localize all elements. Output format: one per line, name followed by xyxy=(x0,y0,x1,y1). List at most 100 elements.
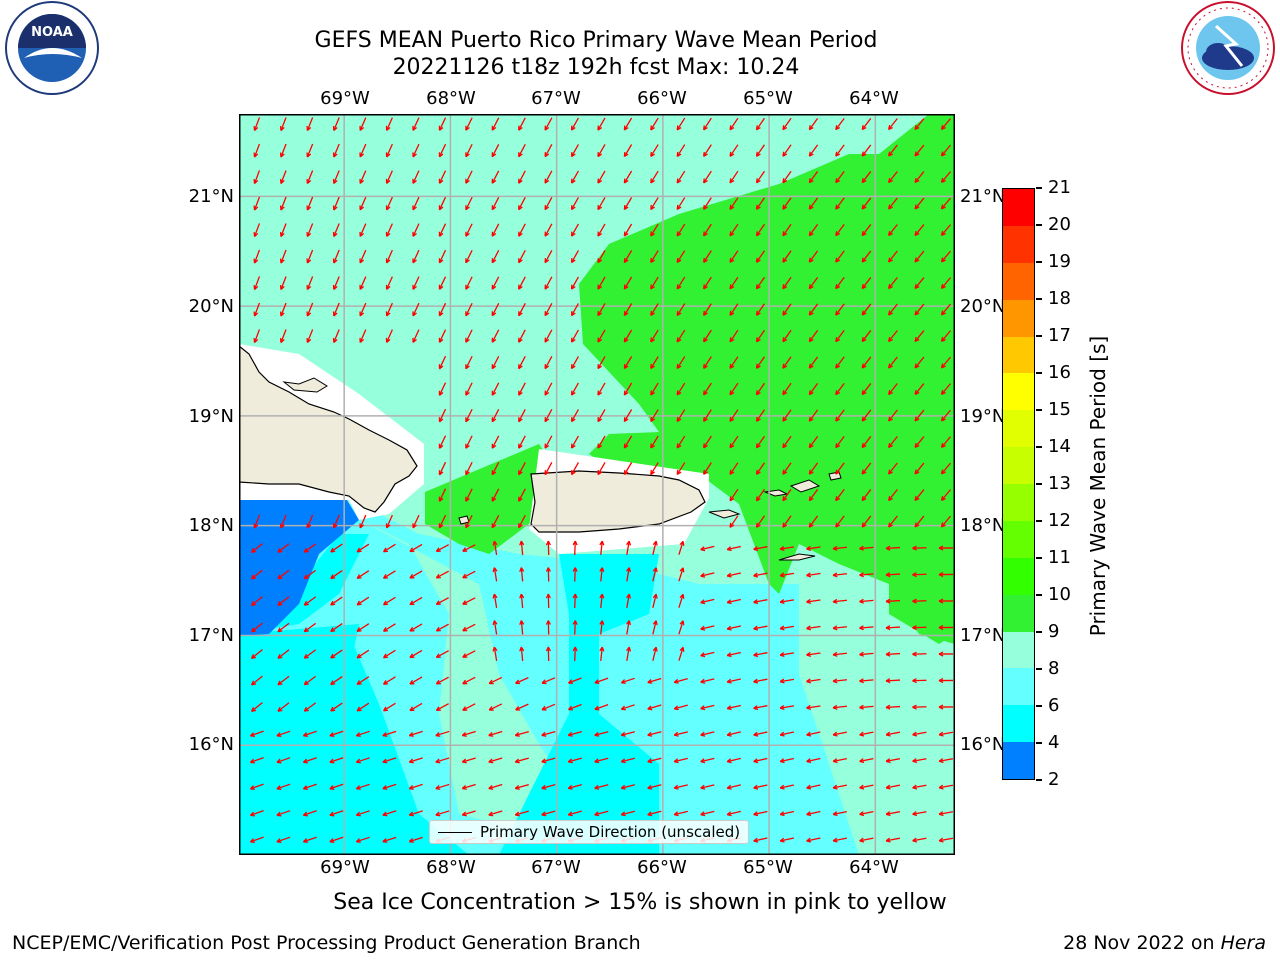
wave-arrow xyxy=(647,704,662,711)
wave-arrow xyxy=(491,249,500,264)
wave-arrow xyxy=(570,435,580,449)
wave-arrow xyxy=(594,784,609,790)
wave-arrow xyxy=(545,567,551,582)
wave-arrow xyxy=(861,144,872,157)
wave-arrow xyxy=(306,302,314,317)
wave-arrow xyxy=(753,731,768,737)
wave-arrow xyxy=(250,622,263,633)
wave-arrow xyxy=(753,572,768,578)
colorbar-label: Primary Wave Mean Period [s] xyxy=(1086,335,1110,637)
wave-arrow xyxy=(594,677,609,684)
wave-arrow xyxy=(753,625,768,631)
wave-arrow xyxy=(782,515,792,528)
lat-label-right-17n: 17°N xyxy=(960,625,1006,646)
wave-arrow xyxy=(492,646,498,662)
wave-arrow xyxy=(279,514,287,529)
wave-arrow xyxy=(306,249,314,264)
wave-arrow xyxy=(570,356,580,370)
wave-arrow xyxy=(597,197,606,211)
wave-arrow xyxy=(885,837,900,843)
wave-arrow xyxy=(435,544,449,553)
wave-arrow xyxy=(912,837,927,843)
wave-arrow xyxy=(861,330,872,343)
puerto-rico-landmass xyxy=(530,470,706,533)
wave-arrow xyxy=(462,676,476,685)
wave-arrow xyxy=(570,382,580,396)
lat-label-left-21n: 21°N xyxy=(188,186,234,207)
wave-arrow xyxy=(544,170,553,184)
wave-arrow xyxy=(782,170,792,184)
wave-arrow xyxy=(409,570,423,579)
wave-arrow xyxy=(462,597,476,605)
wave-arrow xyxy=(940,250,951,263)
wave-arrow xyxy=(782,356,792,369)
wave-arrow xyxy=(544,435,553,449)
wave-arrow xyxy=(888,383,898,396)
wave-arrow xyxy=(676,250,686,263)
wave-arrow xyxy=(620,810,635,817)
wave-arrow xyxy=(435,703,449,712)
wave-arrow xyxy=(359,223,367,237)
colorbar-tick-mark xyxy=(1036,224,1042,226)
wave-arrow xyxy=(491,117,500,131)
wave-arrow xyxy=(912,625,927,631)
wave-arrow xyxy=(385,302,393,317)
wave-arrow xyxy=(330,622,343,633)
wave-arrow xyxy=(940,436,951,448)
wave-arrow xyxy=(861,303,872,316)
wave-arrow xyxy=(652,567,658,582)
wave-arrow xyxy=(914,436,925,449)
wave-arrow xyxy=(729,170,739,184)
wave-arrow xyxy=(832,784,847,790)
lon-label-bottom-69w: 69°W xyxy=(320,857,370,878)
mona-island xyxy=(458,515,470,525)
wave-arrow xyxy=(806,678,821,684)
wave-arrow xyxy=(435,730,450,737)
wave-arrow xyxy=(808,515,819,528)
wave-arrow xyxy=(650,170,659,184)
wave-arrow xyxy=(438,196,447,211)
wave-arrow xyxy=(912,545,927,551)
wave-arrow xyxy=(888,144,898,157)
wave-arrow xyxy=(567,810,582,817)
wave-arrow xyxy=(912,678,927,684)
wave-arrow xyxy=(755,435,766,449)
wave-arrow xyxy=(570,276,580,290)
wave-arrow xyxy=(779,546,795,552)
wave-arrow xyxy=(461,757,476,764)
wave-arrow xyxy=(832,678,848,684)
wave-arrow xyxy=(623,250,633,264)
wave-arrow xyxy=(861,515,872,528)
wave-arrow xyxy=(276,783,291,790)
wave-arrow xyxy=(515,677,529,685)
wave-arrow xyxy=(594,757,609,764)
colorbar-tick-mark xyxy=(1036,594,1042,596)
wave-arrow xyxy=(250,543,263,554)
wave-arrow xyxy=(306,196,314,211)
wave-arrow xyxy=(356,623,370,632)
wave-arrow xyxy=(782,117,792,131)
virgin-gorda-island xyxy=(789,479,821,493)
wave-arrow xyxy=(303,596,317,606)
wave-arrow xyxy=(782,435,792,449)
wave-arrow xyxy=(806,837,821,843)
wave-arrow xyxy=(673,810,688,817)
wave-arrow xyxy=(597,303,606,317)
wave-arrow xyxy=(492,593,498,609)
wave-arrow xyxy=(779,652,795,658)
wave-arrow xyxy=(462,544,476,552)
map-frame xyxy=(239,114,955,855)
wave-arrow xyxy=(412,514,420,529)
wave-arrow xyxy=(940,515,951,528)
wave-arrow xyxy=(623,462,633,476)
lat-label-right-18n: 18°N xyxy=(960,515,1006,536)
wave-arrow xyxy=(626,620,632,635)
wave-arrow xyxy=(544,250,553,264)
wave-arrow xyxy=(835,118,845,131)
wave-arrow xyxy=(885,758,900,764)
wave-arrow xyxy=(626,567,632,582)
wave-arrow xyxy=(832,731,847,737)
wave-arrow xyxy=(408,757,423,764)
wave-arrow xyxy=(438,514,447,529)
wave-arrow xyxy=(729,197,739,210)
